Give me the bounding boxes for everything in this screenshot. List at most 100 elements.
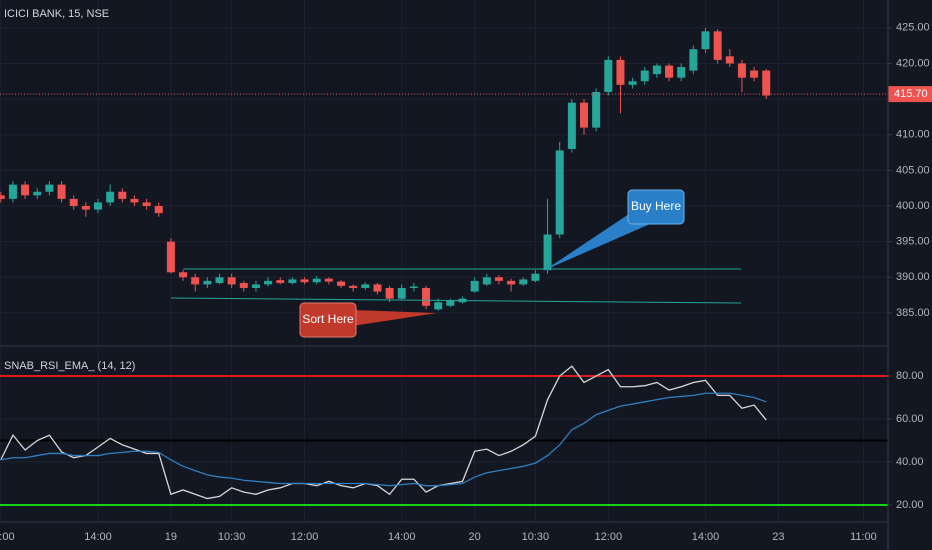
x-tick-label: 12:00 — [595, 531, 623, 543]
candle-body — [494, 277, 503, 281]
candle-body — [179, 272, 188, 278]
x-tick-label: 14:00 — [692, 531, 720, 543]
candle-body — [337, 281, 345, 286]
y-tick-label: 395.00 — [896, 236, 930, 248]
candle-body — [349, 285, 358, 288]
candle-body — [69, 198, 78, 207]
y-tick-label: 60.00 — [896, 413, 924, 425]
candle-body — [397, 287, 406, 299]
candle-body — [21, 184, 30, 196]
x-tick-label: 11:00 — [850, 531, 877, 543]
candle-body — [592, 91, 601, 128]
price-pane — [0, 0, 888, 345]
candle-body — [422, 287, 431, 306]
candle-body — [470, 280, 479, 292]
x-tick-label: 20 — [469, 531, 481, 543]
candle-body — [106, 191, 115, 203]
y-tick-label: 425.00 — [896, 22, 930, 34]
candle-body — [628, 81, 637, 85]
candle-body — [737, 63, 746, 78]
y-tick-label: 40.00 — [896, 456, 924, 468]
candle-body — [531, 273, 540, 281]
candle-body — [203, 280, 212, 285]
candle-body — [227, 277, 236, 285]
candle-body — [555, 150, 564, 235]
y-tick-label: 410.00 — [896, 129, 930, 141]
candle-body — [750, 70, 759, 78]
x-tick-label: 10:30 — [218, 531, 246, 543]
candle-body — [373, 284, 382, 292]
candle-body — [300, 279, 309, 283]
candle-body — [0, 195, 5, 199]
candle-body — [57, 184, 66, 199]
candle-body — [276, 280, 285, 283]
candle-body — [312, 278, 321, 283]
candle-body — [264, 280, 273, 285]
candle-body — [142, 202, 151, 207]
candle-body — [33, 191, 42, 196]
x-tick-label: 12:00 — [0, 531, 15, 543]
candle-body — [640, 70, 649, 82]
candle-body — [94, 202, 102, 210]
candle-body — [762, 70, 771, 96]
candle-body — [713, 31, 722, 60]
candle-body — [324, 278, 333, 282]
y-tick-label: 80.00 — [896, 370, 924, 382]
axes: 12:00 14:00 19 10:30 12:00 14:00 20 10:30 12:00 1… — [0, 22, 932, 543]
x-tick-label: 10:30 — [522, 531, 550, 543]
candle-body — [215, 277, 224, 283]
candle-body — [385, 287, 394, 299]
chart-title: ICICI BANK, 15, NSE — [4, 8, 109, 20]
candle-body — [652, 65, 661, 75]
last-price-box — [888, 86, 932, 103]
candle-body — [154, 206, 163, 214]
callout-pointer — [545, 212, 650, 270]
callout-text: Buy Here — [631, 199, 681, 213]
candle-body — [519, 279, 528, 285]
candle-body — [81, 206, 90, 210]
candle-body — [446, 300, 455, 306]
candle-body — [130, 198, 139, 203]
candle-body — [677, 67, 686, 78]
candle-body — [543, 234, 552, 271]
x-tick-label: 14:00 — [84, 531, 112, 543]
candle-body — [604, 59, 613, 92]
candle-body — [665, 65, 674, 78]
candle-body — [689, 49, 698, 71]
y-tick-label: 20.00 — [896, 499, 924, 511]
candle-body — [409, 286, 418, 288]
x-tick-label: 14:00 — [388, 531, 416, 543]
candle-body — [251, 284, 260, 288]
candle-body — [701, 31, 710, 50]
candle-body — [8, 184, 17, 199]
x-tick-label: 19 — [165, 531, 177, 543]
candle-body — [288, 279, 297, 283]
callout-pointer — [352, 310, 437, 326]
candle-body — [361, 284, 370, 288]
candle-body — [725, 56, 734, 64]
y-tick-label: 385.00 — [896, 307, 930, 319]
candle-body — [482, 277, 491, 285]
rsi-pane — [0, 347, 888, 522]
candle-body — [45, 184, 54, 192]
callout-text: Sort Here — [302, 312, 354, 326]
x-tick-label: 12:00 — [291, 531, 319, 543]
indicator-title: SNAB_RSI_EMA_ (14, 12) — [4, 360, 135, 372]
callout-box — [627, 189, 685, 225]
y-tick-label: 390.00 — [896, 271, 930, 283]
y-tick-label: 420.00 — [896, 57, 930, 69]
candle-body — [239, 282, 248, 288]
last-price-label: 415.70 — [894, 88, 928, 100]
candle-body — [507, 280, 516, 285]
candle-body — [166, 241, 175, 273]
x-tick-label: 23 — [772, 531, 784, 543]
candle-body — [118, 191, 127, 199]
trend-line — [170, 297, 742, 304]
indicator-line — [0, 365, 767, 500]
candle-body — [616, 59, 625, 85]
candle-body — [567, 102, 576, 149]
candle-body — [191, 277, 200, 285]
candle-body — [580, 102, 588, 128]
